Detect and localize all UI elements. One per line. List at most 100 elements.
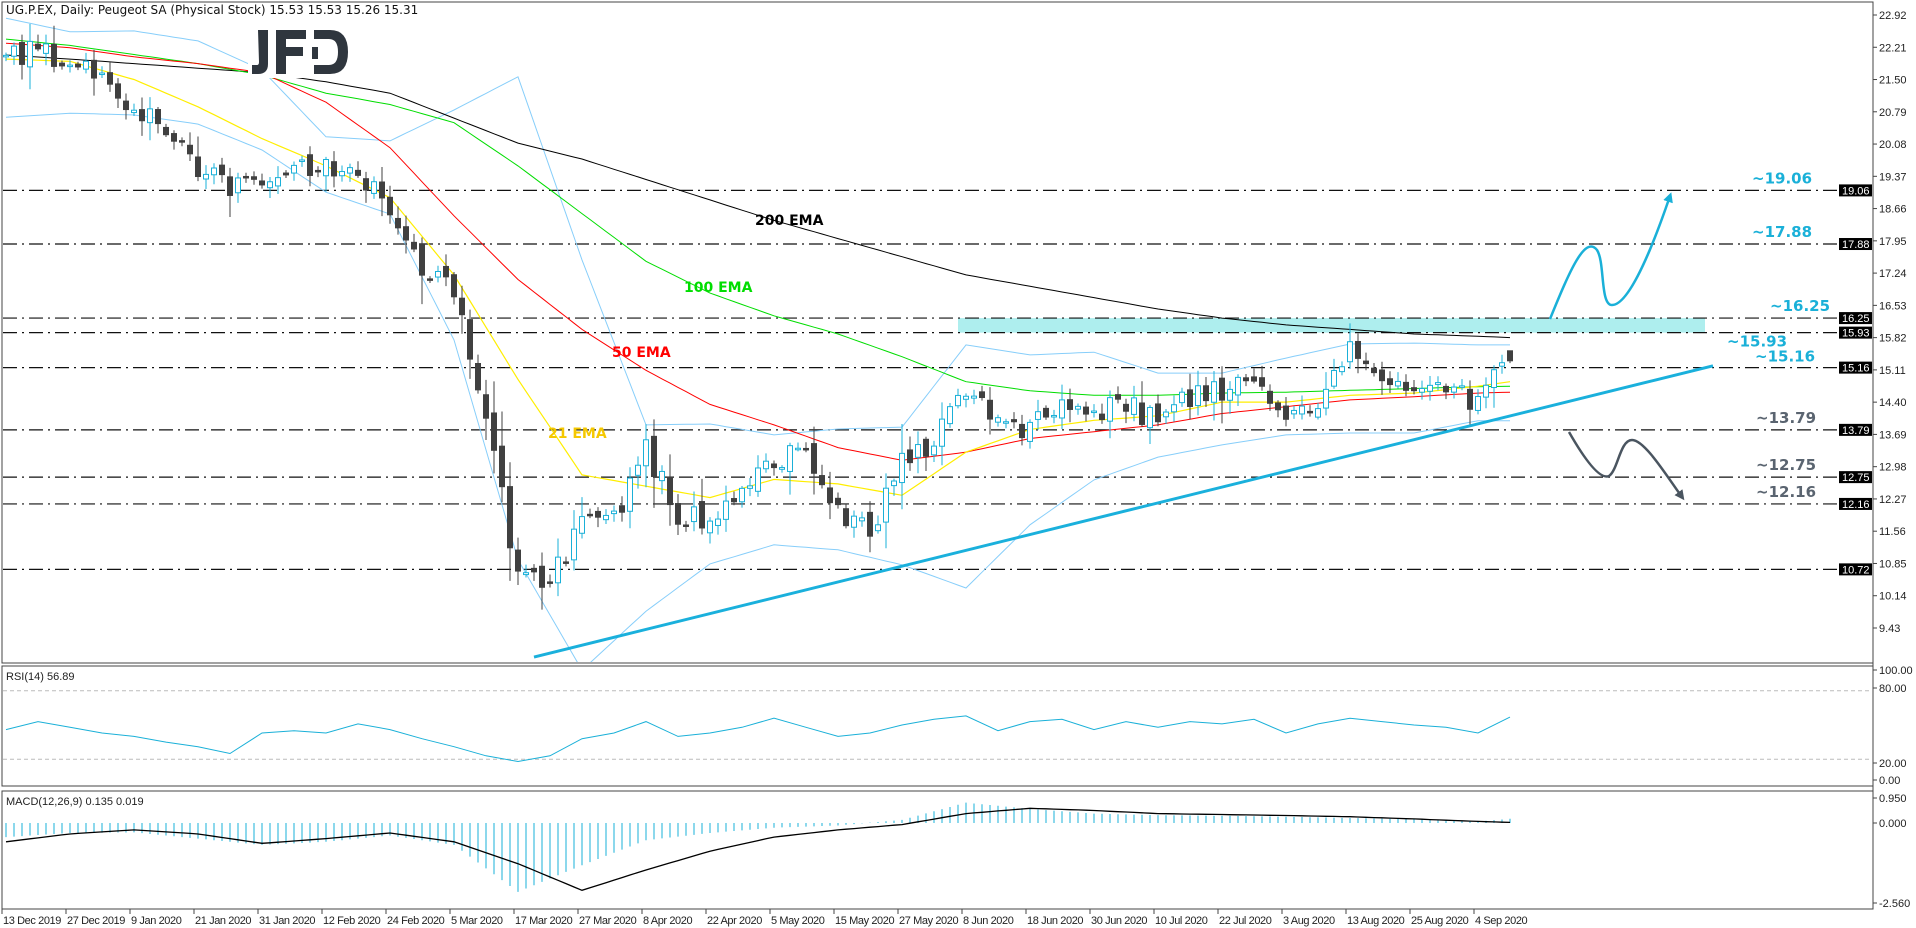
price-tick-label: 10.85: [1879, 558, 1907, 570]
date-tick-label: 13 Dec 2019: [3, 915, 61, 927]
bullish-candle: [147, 108, 153, 124]
bullish-candle: [1147, 406, 1153, 429]
bullish-candle: [635, 464, 641, 476]
bearish-candle: [1275, 402, 1281, 411]
bullish-candle: [555, 556, 561, 584]
bullish-candle: [931, 445, 937, 456]
macd-tick-label: -2.560: [1879, 898, 1910, 910]
bearish-candle: [19, 42, 25, 65]
trendline-layer: [533, 364, 1714, 659]
bearish-candle: [539, 565, 545, 588]
bearish-candle: [187, 144, 193, 155]
bearish-candle: [531, 567, 537, 573]
date-tick-label: 15 May 2020: [835, 915, 894, 927]
bullish-candle: [1235, 376, 1241, 396]
level-price-tag: [1839, 184, 1872, 197]
bearish-candle: [1099, 413, 1105, 421]
bullish-candle: [1347, 341, 1353, 363]
bullish-candle: [211, 167, 217, 176]
bearish-candle: [731, 498, 737, 503]
bearish-candle: [1355, 340, 1361, 359]
bullish-candle: [27, 40, 33, 68]
bullish-candle: [707, 520, 713, 534]
bearish-candle: [1011, 419, 1017, 423]
bullish-candle: [883, 487, 889, 523]
level-price-tag-text: 17.88: [1842, 239, 1870, 251]
bearish-candle: [1019, 423, 1025, 439]
price-tick-label: 17.95: [1879, 236, 1907, 248]
level-label: ~13.79: [1756, 409, 1816, 427]
date-tick-label: 8 Apr 2020: [643, 915, 692, 927]
level-price-tag: [1839, 238, 1872, 251]
bearish-candle: [467, 319, 473, 360]
bearish-candle: [123, 100, 129, 111]
bearish-candle: [259, 180, 265, 186]
bearish-candle: [507, 486, 513, 549]
bullish-candle: [1171, 404, 1177, 413]
bearish-candle: [1371, 367, 1377, 374]
bullish-candle: [947, 406, 953, 425]
bullish-candle: [203, 173, 209, 180]
bullish-candle: [339, 171, 345, 177]
date-tick-label: 22 Apr 2020: [707, 915, 762, 927]
bullish-candle: [1499, 362, 1505, 367]
level-price-tag: [1839, 471, 1872, 484]
bullish-candle: [1315, 408, 1321, 418]
bullish-candle: [755, 467, 761, 492]
level-label: ~12.16: [1756, 483, 1816, 501]
macd-tick-label: 0.950: [1879, 793, 1907, 805]
rsi-line: [5, 715, 1511, 763]
macd-tick-label: 0.000: [1879, 818, 1907, 830]
bullish-candle: [291, 164, 297, 174]
bearish-candle: [547, 581, 553, 584]
bullish-scenario-arrow: [1548, 192, 1673, 320]
rsi-tick-label: 0.00: [1879, 775, 1900, 787]
bearish-candle: [75, 63, 81, 68]
bearish-candle: [379, 181, 385, 199]
bearish-candle: [307, 154, 313, 176]
bullish-candle: [131, 109, 137, 114]
bullish-candle: [83, 60, 89, 70]
bearish-candle: [491, 412, 497, 451]
resistance-zone: [958, 318, 1705, 333]
price-tick-label: 18.66: [1879, 204, 1907, 216]
bearish-candle: [923, 438, 929, 457]
bullish-candle: [11, 45, 17, 57]
ema21-label: 21 EMA: [548, 426, 607, 442]
bullish-candle: [1003, 421, 1009, 424]
bullish-candle: [299, 159, 305, 162]
bearish-candle: [819, 475, 825, 486]
bullish-candle: [1459, 385, 1465, 388]
price-tick-label: 20.08: [1879, 139, 1907, 151]
price-tick-label: 16.53: [1879, 300, 1907, 312]
price-tick-label: 9.43: [1879, 623, 1900, 635]
level-label: ~16.25: [1770, 297, 1830, 315]
price-tick-label: 15.11: [1879, 365, 1906, 377]
bearish-candle: [771, 463, 777, 469]
bearish-candle: [1251, 376, 1257, 382]
bearish-candle: [843, 508, 849, 527]
bearish-candle: [1379, 369, 1385, 382]
bearish-candle: [331, 161, 337, 177]
level-label: ~19.06: [1752, 169, 1812, 187]
bollinger-lower-line: [5, 112, 1510, 662]
date-tick-label: 8 Jun 2020: [963, 915, 1014, 927]
bearish-candle: [427, 278, 433, 281]
bullish-candle: [43, 43, 49, 54]
bullish-candle: [3, 54, 9, 58]
rsi-tick-label: 20.00: [1879, 758, 1907, 770]
price-tick-label: 11.56: [1879, 526, 1906, 538]
date-axis: 13 Dec 2019 27 Dec 2019 9 Jan 2020 21 Jan 2…: [1, 909, 1528, 927]
price-tick-label: 13.69: [1879, 429, 1907, 441]
price-tick-label: 20.79: [1879, 107, 1907, 119]
price-tick-label: 17.24: [1879, 268, 1907, 280]
bearish-candle: [395, 217, 401, 229]
bullish-candle: [715, 518, 721, 526]
bearish-candle: [419, 243, 425, 276]
bullish-candle: [1131, 397, 1137, 415]
bullish-candle: [891, 480, 897, 487]
bullish-candle: [571, 528, 577, 561]
level-price-tag: [1839, 497, 1872, 510]
bearish-candle: [451, 274, 457, 298]
